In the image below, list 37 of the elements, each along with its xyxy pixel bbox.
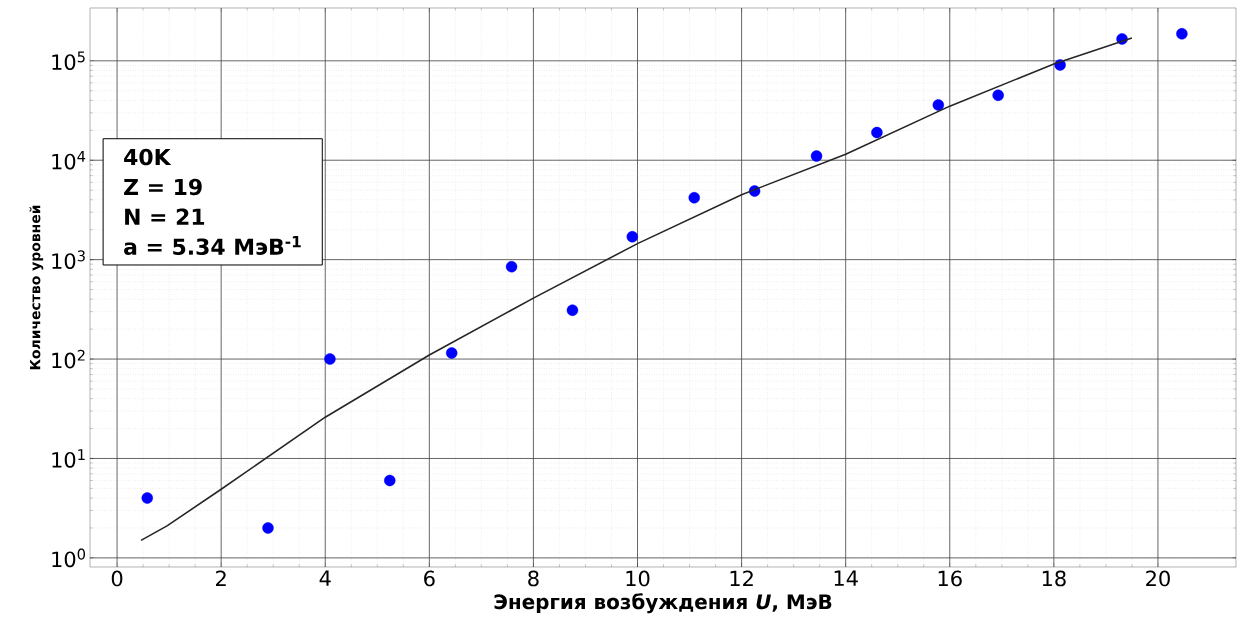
x-tick-label: 16	[938, 570, 962, 587]
annotation: 40K	[124, 148, 172, 166]
point	[446, 347, 458, 359]
x-tick-label: 18	[1042, 570, 1066, 587]
y-tick-label: 10$^{5}$	[52, 51, 85, 71]
y-tick-label: 10$^{0}$	[52, 548, 86, 568]
point	[566, 304, 579, 316]
x-tick-label: 10	[626, 570, 650, 587]
x-tick-label: 20	[1146, 570, 1170, 587]
point	[871, 126, 883, 139]
point	[262, 522, 274, 534]
point	[932, 99, 945, 111]
x-tick-label: 14	[834, 570, 858, 586]
x-tick-label: 0	[111, 570, 123, 587]
point	[810, 150, 823, 162]
annotation: N = 21	[125, 208, 205, 225]
point	[384, 474, 396, 487]
point	[992, 89, 1004, 101]
x-tick-label: 4	[319, 570, 331, 586]
x-tick-label: 2	[216, 570, 226, 587]
y-tick-label: 10$^{4}$	[52, 151, 86, 170]
point	[324, 353, 336, 365]
point	[1176, 28, 1188, 40]
x-tick-label: 8	[528, 570, 539, 587]
x-axis-title: Энергия возбуждения U, МэВ	[494, 593, 832, 614]
annotation: Z = 19	[124, 178, 202, 196]
y-axis-title: Количество уровней	[29, 205, 44, 370]
annotation: a = 5.34 МэВ$^{-1}$	[124, 235, 301, 255]
x-tick-label: 6	[424, 570, 435, 587]
point	[688, 191, 700, 204]
y-tick-label: 10$^{2}$	[52, 349, 85, 369]
y-tick-label: 10$^{3}$	[52, 250, 85, 269]
point	[505, 260, 518, 273]
y-tick-label: 10$^{1}$	[52, 449, 85, 468]
point	[141, 492, 153, 504]
x-tick-label: 12	[730, 570, 753, 587]
point	[626, 231, 638, 243]
